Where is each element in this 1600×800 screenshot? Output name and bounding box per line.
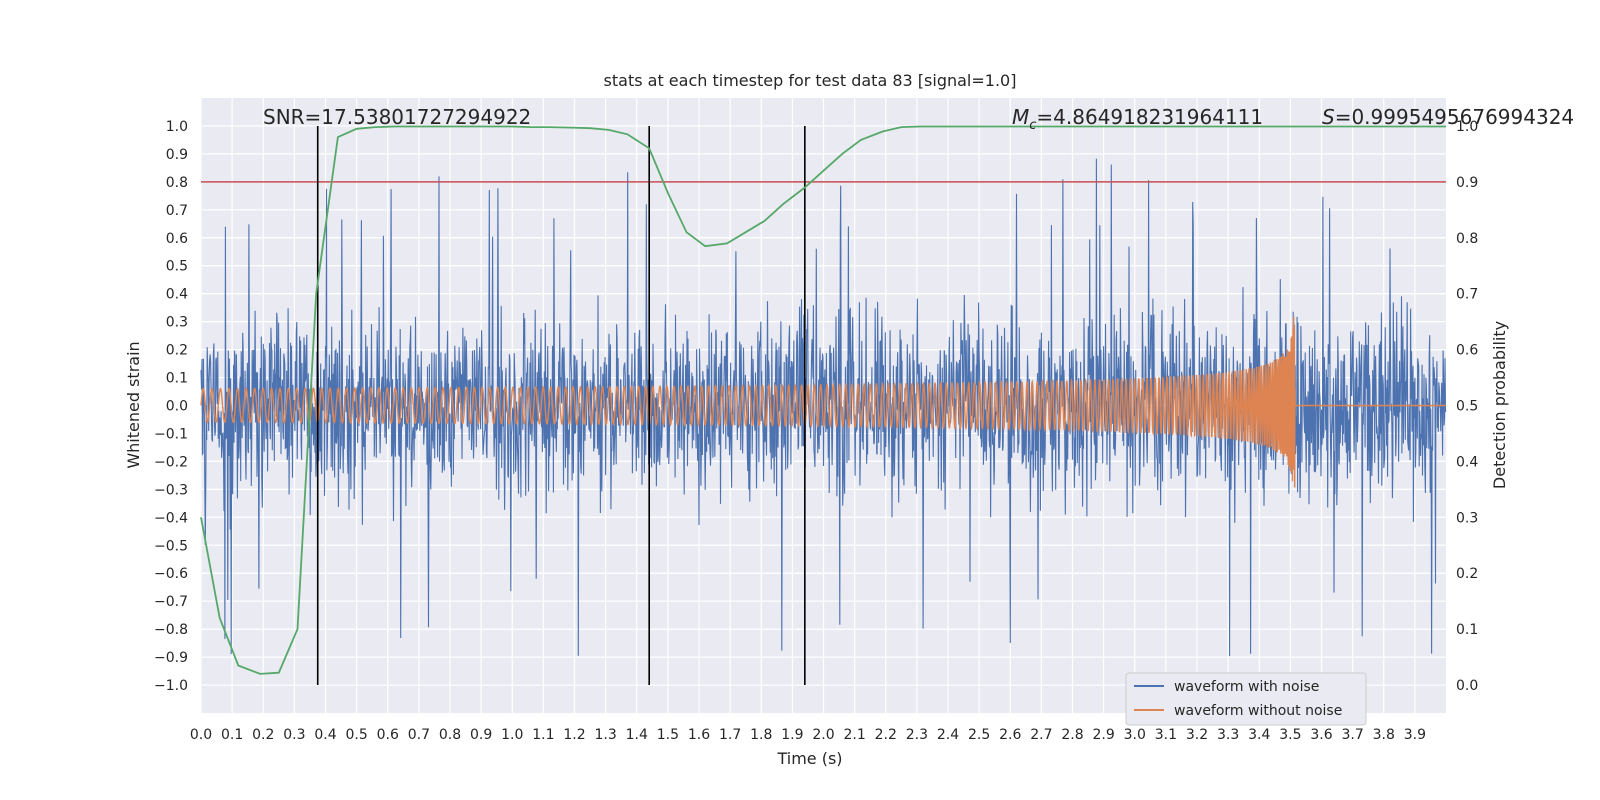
legend-box <box>1125 672 1367 726</box>
legend-label-clean: waveform without noise <box>1174 703 1342 719</box>
mc-value: =4.864918231964111 <box>1036 105 1263 129</box>
x-tick-label: 3.4 <box>1248 727 1270 743</box>
x-tick-label: 0.2 <box>252 727 274 743</box>
y-tick-label: −0.8 <box>154 622 188 638</box>
x-tick-label: 2.5 <box>968 727 990 743</box>
y-tick-label: 1.0 <box>166 119 188 135</box>
y2-tick-label: 0.2 <box>1456 566 1478 582</box>
chart-title: stats at each timestep for test data 83 … <box>604 71 1017 90</box>
y-tick-label: 0.6 <box>166 231 188 247</box>
y2-tick-label: 0.9 <box>1456 175 1478 191</box>
x-tick-label: 1.9 <box>781 727 803 743</box>
chirp-line <box>200 316 1446 488</box>
y2-tick-label: 0.6 <box>1456 343 1478 359</box>
x-tick-label: 0.8 <box>439 727 461 743</box>
x-axis-ticks: 0.0 0.1 0.2 0.3 0.4 0.5 0.6 0.7 0.8 0.9 1.0 1.1 1.2 1… <box>190 727 1426 743</box>
noise-line <box>200 158 1447 657</box>
x-tick-label: 2.0 <box>812 727 834 743</box>
series-waveform-without-noise <box>200 316 1446 488</box>
y2-axis-label: Detection probability <box>1490 321 1509 489</box>
x-tick-label: 2.9 <box>1092 727 1114 743</box>
y-tick-label: −0.7 <box>154 594 188 610</box>
x-tick-label: 0.6 <box>377 727 399 743</box>
x-tick-label: 3.3 <box>1217 727 1239 743</box>
y2-tick-label: 0.1 <box>1456 622 1478 638</box>
x-tick-label: 1.8 <box>750 727 772 743</box>
x-tick-label: 1.6 <box>688 727 710 743</box>
y-tick-label: −0.3 <box>154 482 188 498</box>
x-tick-label: 0.7 <box>408 727 430 743</box>
x-tick-label: 1.1 <box>532 727 554 743</box>
x-tick-label: 2.1 <box>843 727 865 743</box>
x-tick-label: 1.4 <box>626 727 648 743</box>
x-tick-label: 0.3 <box>283 727 305 743</box>
probability-line <box>200 125 1446 675</box>
y-tick-label: 0.7 <box>166 203 188 219</box>
y-tick-label: −0.4 <box>154 510 188 526</box>
x-tick-label: 2.7 <box>1030 727 1052 743</box>
x-tick-label: 1.2 <box>563 727 585 743</box>
y2-tick-label: 1.0 <box>1456 119 1478 135</box>
x-tick-label: 3.1 <box>1155 727 1177 743</box>
y-tick-label: 0.0 <box>166 399 188 415</box>
y2-tick-label: 0.8 <box>1456 231 1478 247</box>
x-tick-label: 2.6 <box>999 727 1021 743</box>
score-annotation: S=0.9995495676994324 <box>1322 105 1574 129</box>
y-tick-label: 0.8 <box>166 175 188 191</box>
x-tick-label: 0.0 <box>190 727 212 743</box>
x-tick-label: 2.4 <box>937 727 959 743</box>
y-tick-label: −0.9 <box>154 650 188 666</box>
y2-tick-label: 0.3 <box>1456 510 1478 526</box>
y-tick-label: −0.5 <box>154 538 188 554</box>
x-tick-label: 0.4 <box>314 727 336 743</box>
x-tick-label: 3.5 <box>1279 727 1301 743</box>
x-tick-label: 0.5 <box>345 727 367 743</box>
y2-tick-label: 0.7 <box>1456 287 1478 303</box>
y-tick-label: 0.4 <box>166 287 188 303</box>
x-tick-label: 1.3 <box>594 727 616 743</box>
x-tick-label: 2.8 <box>1061 727 1083 743</box>
x-tick-label: 3.0 <box>1124 727 1146 743</box>
chirp-mass-annotation: Mc=4.864918231964111 <box>1012 105 1263 133</box>
x-tick-label: 3.7 <box>1341 727 1363 743</box>
x-axis-label: Time (s) <box>776 749 842 768</box>
y2-axis-ticks: 1.0 0.9 0.8 0.7 0.6 0.5 0.4 0.3 0.2 0.1 0.0 <box>1456 119 1478 694</box>
y-tick-label: −0.2 <box>154 454 188 470</box>
y-axis-ticks: 1.0 0.9 0.8 0.7 0.6 0.5 0.4 0.3 0.2 0.1 0.0 −0.1 −0.… <box>154 119 188 694</box>
mc-subscript: c <box>1029 118 1036 133</box>
x-tick-label: 2.2 <box>875 727 897 743</box>
series-detection-probability <box>200 125 1446 675</box>
x-tick-label: 3.8 <box>1373 727 1395 743</box>
snr-annotation: SNR=17.53801727294922 <box>263 105 531 129</box>
legend: waveform with noise waveform without noi… <box>1125 672 1367 726</box>
y2-tick-label: 0.5 <box>1456 399 1478 415</box>
y-tick-label: −1.0 <box>154 678 188 694</box>
y-tick-label: 0.9 <box>166 147 188 163</box>
y-axis-label: Whitened strain <box>124 341 143 468</box>
y-tick-label: 0.5 <box>166 259 188 275</box>
legend-label-noise: waveform with noise <box>1174 679 1319 695</box>
x-tick-label: 1.0 <box>501 727 523 743</box>
series-waveform-with-noise <box>200 158 1447 657</box>
x-tick-label: 3.2 <box>1186 727 1208 743</box>
x-tick-label: 1.5 <box>657 727 679 743</box>
y-tick-label: 0.2 <box>166 343 188 359</box>
x-tick-label: 1.7 <box>719 727 741 743</box>
y2-tick-label: 0.4 <box>1456 454 1478 470</box>
y-tick-label: 0.1 <box>166 371 188 387</box>
y-tick-label: 0.3 <box>166 315 188 331</box>
y-tick-label: −0.6 <box>154 566 188 582</box>
x-tick-label: 2.3 <box>906 727 928 743</box>
y-tick-label: −0.1 <box>154 426 188 442</box>
x-tick-label: 0.1 <box>221 727 243 743</box>
x-tick-label: 3.9 <box>1404 727 1426 743</box>
x-tick-label: 0.9 <box>470 727 492 743</box>
y2-tick-label: 0.0 <box>1456 678 1478 694</box>
mc-symbol: M <box>1012 105 1029 129</box>
x-tick-label: 3.6 <box>1310 727 1332 743</box>
vertical-markers <box>316 125 806 686</box>
